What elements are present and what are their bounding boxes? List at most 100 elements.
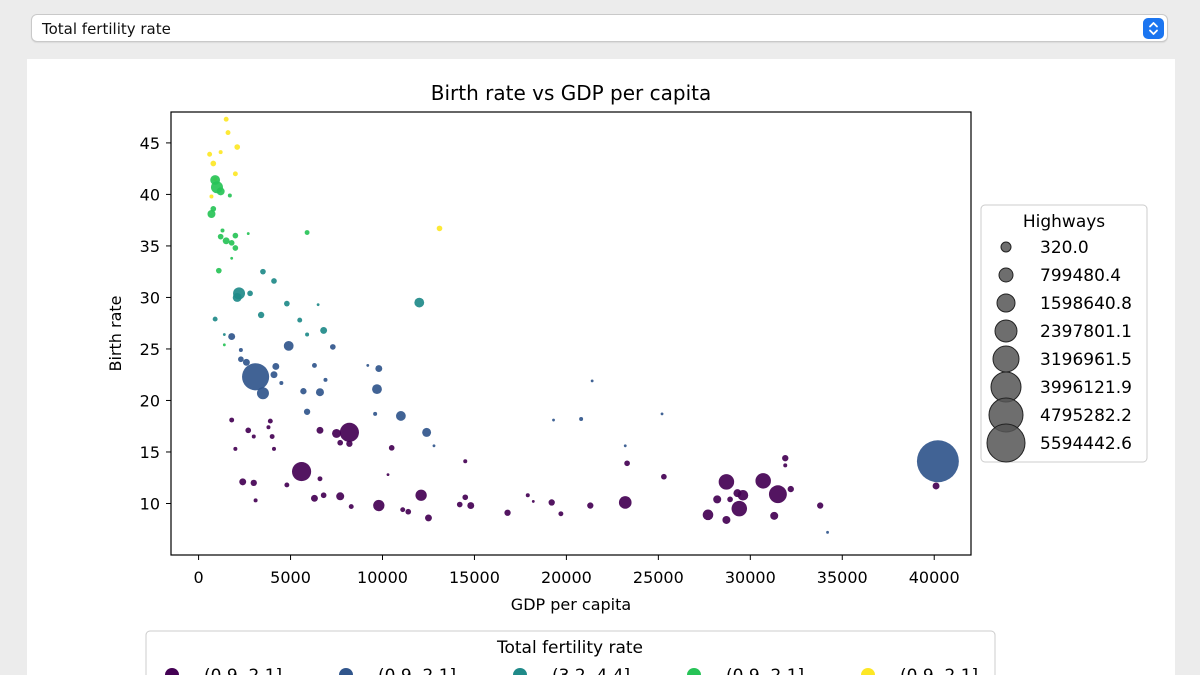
scatter-point-blue [283, 340, 294, 351]
scatter-point-purple [291, 461, 312, 482]
scatter-point-purple [467, 502, 475, 510]
x-axis-label: GDP per capita [511, 595, 631, 614]
scatter-point-purple [250, 479, 257, 487]
scatter-point-purple [722, 515, 731, 524]
scatter-point-purple [245, 427, 252, 434]
scatter-point-blue [238, 356, 244, 363]
scatter-point-green [216, 187, 225, 196]
scatter-point-purple [271, 446, 276, 451]
scatter-point-purple [504, 509, 511, 516]
scatter-point-yellow [209, 194, 214, 199]
size-legend-label: 5594442.6 [1040, 434, 1132, 454]
scatter-point-purple [388, 445, 395, 451]
scatter-point-blue [242, 363, 270, 391]
scatter-point-purple [346, 440, 353, 447]
color-legend-label: (0.9, 2.1] [726, 666, 804, 675]
scatter-point-teal [247, 290, 253, 297]
color-legend-title: Total fertility rate [496, 638, 643, 658]
scatter-point-yellow [218, 150, 223, 155]
scatter-point-purple [233, 446, 238, 451]
scatter-point-blue [660, 412, 664, 416]
scatter-point-purple [386, 473, 390, 477]
size-legend-marker [992, 345, 1020, 373]
scatter-point-blue [826, 530, 829, 534]
scatter-point-purple [348, 504, 354, 510]
scatter-point-green [222, 343, 226, 347]
indicator-select[interactable]: Total fertility rate [31, 14, 1168, 42]
x-tick-label: 0 [193, 568, 203, 587]
size-legend-marker [986, 423, 1026, 463]
scatter-point-blue [375, 365, 383, 372]
color-legend-box [145, 630, 996, 675]
scatter-point-green [207, 209, 216, 218]
x-tick-label: 5000 [270, 568, 311, 587]
scatter-point-purple [284, 482, 290, 488]
size-legend-label: 3996121.9 [1040, 378, 1132, 398]
scatter-point-teal [316, 303, 320, 307]
scatter-point-teal [271, 278, 277, 284]
scatter-point-purple [718, 474, 735, 490]
scatter-point-purple [267, 418, 273, 424]
scatter-point-purple [316, 426, 324, 434]
scatter-point-purple [456, 501, 463, 508]
chart-panel: Birth rate vs GDP per capita 0 5000 10000 15… [27, 59, 1175, 675]
y-tick-label: 20 [140, 391, 160, 410]
size-legend-label: 3196961.5 [1040, 350, 1132, 370]
scatter-point-yellow [207, 151, 213, 157]
scatter-point-purple [548, 499, 555, 506]
scatter-point-blue [272, 363, 280, 370]
color-legend-label: (0.9, 2.1] [204, 666, 282, 675]
scatter-point-teal [232, 292, 242, 302]
scatter-point-teal [222, 333, 226, 336]
y-tick-label: 10 [140, 494, 160, 513]
scatter-point-blue [422, 427, 432, 437]
select-arrows-icon[interactable] [1143, 18, 1164, 39]
scatter-point-purple [787, 485, 794, 493]
scatter-point-teal [284, 300, 290, 307]
scatter-point-purple [702, 509, 714, 521]
size-legend-label: 1598640.8 [1040, 294, 1132, 314]
color-legend-label: (0.9, 2.1] [900, 666, 978, 675]
x-tick-label: 25000 [633, 568, 684, 587]
scatter-point-blue [590, 379, 594, 383]
scatter-point-purple [624, 460, 630, 467]
scatter-point-purple [531, 500, 535, 503]
scatter-point-purple [727, 496, 733, 503]
x-tick-label: 10000 [357, 568, 408, 587]
scatter-point-green [246, 232, 250, 235]
scatter-point-yellow [223, 116, 229, 122]
plot-frame [170, 111, 972, 556]
y-tick-label: 25 [140, 340, 160, 359]
scatter-point-blue [579, 417, 584, 422]
y-tick-label: 15 [140, 443, 160, 462]
scatter-point-purple [525, 493, 530, 498]
scatter-point-teal [305, 332, 310, 337]
scatter-point-purple [618, 496, 632, 509]
scatter-point-purple [463, 459, 468, 464]
scatter-point-purple [415, 489, 427, 501]
scatter-point-teal [212, 316, 218, 322]
scatter-point-purple [253, 498, 258, 503]
scatter-point-blue [552, 418, 555, 422]
size-legend-label: 320.0 [1040, 238, 1089, 258]
scatter-point-green [222, 237, 230, 245]
x-tick-label: 15000 [449, 568, 500, 587]
scatter-point-blue [916, 440, 959, 483]
scatter-point-teal [257, 311, 265, 319]
scatter-point-green [304, 230, 310, 235]
scatter-point-blue [623, 444, 627, 448]
y-tick-label: 40 [140, 185, 160, 204]
size-legend-title: Highways [1023, 212, 1105, 232]
scatter-point-green [230, 256, 234, 260]
scatter-point-purple [737, 489, 749, 501]
x-tick-label: 35000 [817, 568, 868, 587]
y-axis-label: Birth rate [106, 296, 125, 372]
scatter-point-blue [279, 380, 284, 385]
scatter-point-purple [310, 494, 318, 502]
scatter-point-yellow [210, 160, 217, 167]
size-legend-label: 799480.4 [1040, 266, 1121, 286]
scatter-point-purple [269, 434, 275, 439]
scatter-point-blue [366, 364, 370, 367]
scatter-point-purple [266, 425, 271, 430]
x-tick-label: 40000 [909, 568, 960, 587]
